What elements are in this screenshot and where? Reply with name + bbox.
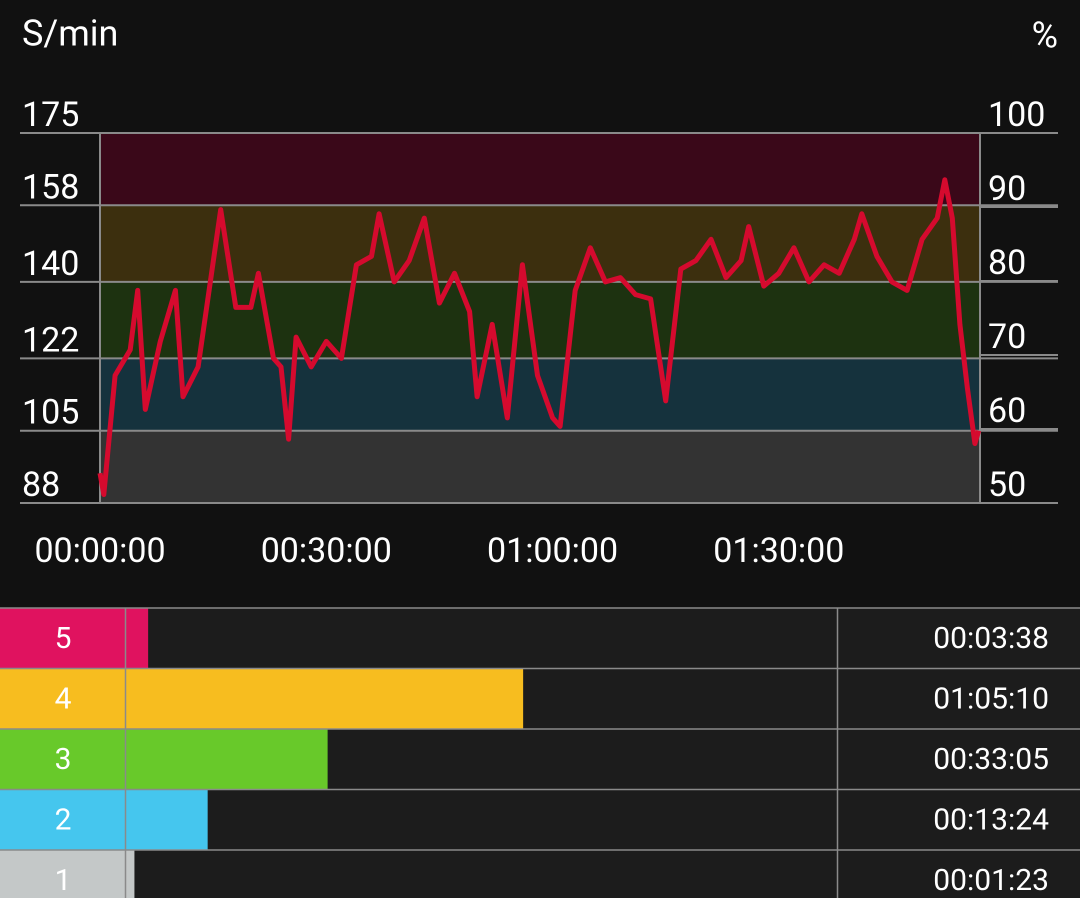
zone-time: 00:01:23 bbox=[933, 863, 1049, 898]
zone-label: 5 bbox=[55, 621, 72, 656]
y2-tick-label: 60 bbox=[988, 391, 1026, 431]
y2-tick-label: 50 bbox=[988, 465, 1026, 505]
y-tick-label: 88 bbox=[22, 465, 60, 505]
zone-label: 1 bbox=[55, 863, 72, 898]
zone-band bbox=[100, 133, 980, 206]
y-tick-label: 140 bbox=[22, 244, 79, 284]
x-tick-label: 01:30:00 bbox=[713, 531, 844, 571]
y-axis-title: S/min bbox=[22, 13, 118, 55]
zone-bar bbox=[126, 608, 149, 669]
zone-bar bbox=[126, 729, 328, 790]
zone-label-cell bbox=[0, 850, 125, 898]
zone-label: 2 bbox=[55, 803, 72, 838]
y-tick-label: 175 bbox=[22, 95, 79, 135]
y-tick-label: 122 bbox=[22, 320, 79, 360]
zone-time: 00:33:05 bbox=[933, 742, 1049, 777]
y-tick-label: 158 bbox=[22, 167, 79, 207]
y2-tick-label: 100 bbox=[988, 95, 1045, 135]
y2-tick-label: 70 bbox=[988, 317, 1026, 357]
y2-axis-title: % bbox=[1032, 15, 1058, 57]
x-tick-label: 00:00:00 bbox=[34, 531, 165, 571]
zone-band bbox=[100, 430, 980, 503]
zone-label-cell bbox=[0, 789, 125, 850]
y2-tick-label: 80 bbox=[988, 243, 1026, 283]
zone-band bbox=[100, 281, 980, 359]
zone-label-cell bbox=[0, 668, 125, 729]
heart-rate-line bbox=[97, 177, 982, 497]
zone-label-cell bbox=[0, 608, 125, 669]
zone-label-cell bbox=[0, 729, 125, 790]
zone-bar bbox=[126, 850, 135, 898]
zone-time: 00:13:24 bbox=[933, 803, 1049, 838]
x-tick-label: 01:00:00 bbox=[487, 531, 618, 571]
zone-time: 01:05:10 bbox=[933, 682, 1049, 717]
zone-bar bbox=[126, 668, 524, 729]
zone-label: 4 bbox=[55, 682, 72, 717]
y2-tick-label: 90 bbox=[988, 169, 1026, 209]
y-tick-label: 105 bbox=[22, 393, 79, 433]
zone-label: 3 bbox=[55, 742, 72, 777]
x-tick-label: 00:30:00 bbox=[261, 531, 392, 571]
zone-band bbox=[100, 358, 980, 431]
zone-bar bbox=[126, 789, 208, 850]
zone-time: 00:03:38 bbox=[933, 621, 1049, 656]
